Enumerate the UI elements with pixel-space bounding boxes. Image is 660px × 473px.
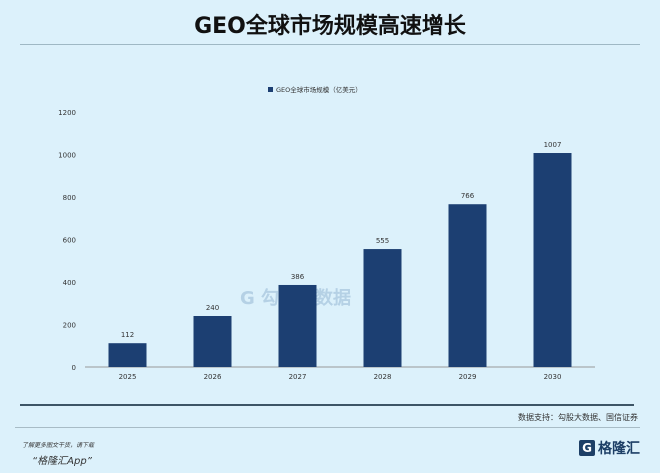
logo-mark-icon: G (579, 440, 595, 456)
source-note: 数据支持：勾股大数据、国信证券 (518, 413, 638, 422)
x-tick-label: 2028 (374, 373, 392, 381)
y-tick-label: 1200 (58, 109, 76, 117)
bar (108, 343, 147, 367)
data-label: 766 (461, 192, 475, 200)
bar (278, 284, 317, 367)
footer-divider (15, 427, 640, 428)
logo-text: 格隆汇 (598, 441, 640, 457)
x-tick-label: 2030 (544, 373, 562, 381)
data-label: 240 (206, 304, 219, 312)
y-tick-label: 1000 (58, 152, 76, 160)
bar (363, 249, 402, 367)
x-tick-label: 2029 (459, 373, 477, 381)
data-label: 555 (376, 237, 389, 245)
x-tick-label: 2027 (289, 373, 307, 381)
download-note: 了解更多图文干货，请下载 (22, 442, 95, 449)
data-label: 112 (121, 331, 134, 339)
bar (448, 204, 487, 367)
title-divider (20, 44, 640, 45)
y-tick-label: 0 (72, 364, 76, 372)
data-label: 1007 (544, 141, 562, 149)
bar (193, 316, 232, 367)
page-title: GEO全球市场规模高速增长 (194, 14, 466, 39)
y-tick-label: 400 (63, 279, 76, 287)
app-name: “格隆汇App” (32, 456, 92, 467)
x-tick-label: 2025 (119, 373, 137, 381)
y-tick-label: 600 (63, 237, 76, 245)
y-tick-label: 800 (63, 194, 76, 202)
y-tick-label: 200 (63, 322, 76, 330)
legend-label: GEO全球市场规模（亿美元） (276, 85, 362, 94)
bar (533, 153, 572, 367)
x-tick-label: 2026 (204, 373, 222, 381)
data-label: 386 (291, 273, 305, 281)
logo: G 格隆汇 (579, 438, 640, 458)
chart-bottom-divider (20, 404, 634, 406)
legend-swatch (268, 87, 273, 92)
